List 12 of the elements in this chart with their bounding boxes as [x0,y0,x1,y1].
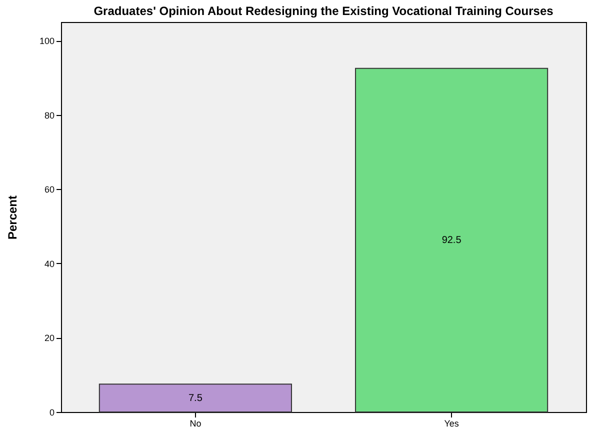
x-tick-label: No [190,418,202,428]
y-tick-label: 100 [39,36,54,46]
y-tick-label: 60 [44,184,54,195]
y-tick-label: 40 [44,258,54,269]
chart-title: Graduates' Opinion About Redesigning the Existing Vocational Training Courses [94,4,554,18]
y-axis-title: Percent [5,195,20,240]
data-label: 92.5 [442,235,462,246]
data-label: 7.5 [188,393,203,404]
y-tick-label: 80 [44,110,54,120]
y-tick-label: 0 [49,408,54,418]
y-tick-label: 20 [44,333,54,344]
x-tick-label: Yes [444,418,460,428]
